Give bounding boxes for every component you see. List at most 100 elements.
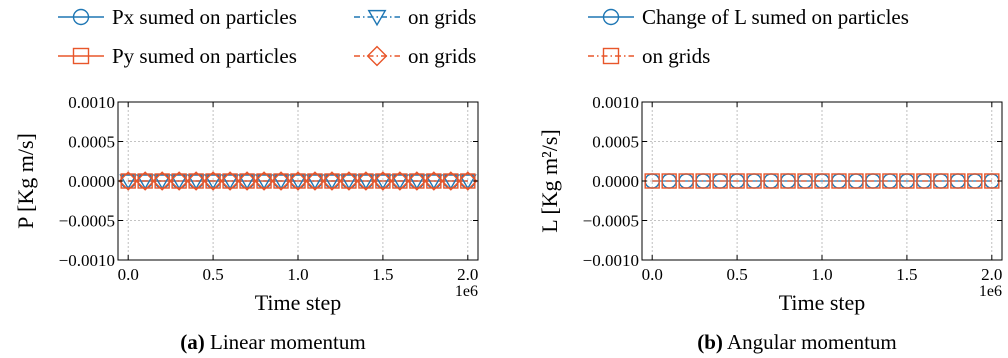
data-point bbox=[271, 171, 291, 191]
x-offset-label: 1e6 bbox=[455, 283, 478, 300]
data-point bbox=[187, 174, 206, 190]
x-tick-label: 1.0 bbox=[811, 265, 832, 284]
data-point bbox=[237, 171, 257, 191]
data-point bbox=[204, 174, 223, 190]
data-point bbox=[358, 173, 374, 189]
data-point bbox=[409, 173, 425, 189]
y-tick-label: 0.0000 bbox=[68, 172, 115, 191]
data-point bbox=[203, 171, 223, 191]
legend-label: Py sumed on particles bbox=[112, 44, 297, 68]
x-offset-label: 1e6 bbox=[979, 283, 1002, 300]
data-point bbox=[933, 173, 949, 189]
legend-label: on grids bbox=[408, 44, 476, 68]
legend-label: Change of L sumed on particles bbox=[642, 5, 909, 29]
data-point bbox=[797, 173, 813, 189]
data-point bbox=[255, 174, 273, 190]
y-tick-label: 0.0000 bbox=[592, 172, 639, 191]
y-tick-label: −0.0005 bbox=[583, 212, 639, 231]
data-point bbox=[729, 173, 745, 189]
x-tick-label: 0.0 bbox=[118, 265, 139, 284]
data-point bbox=[424, 171, 444, 191]
data-point bbox=[238, 174, 256, 190]
data-point bbox=[848, 173, 864, 189]
x-tick-label: 2.0 bbox=[981, 265, 1002, 284]
legend-label: Px sumed on particles bbox=[112, 5, 297, 29]
data-point bbox=[154, 173, 170, 189]
data-point bbox=[135, 171, 155, 191]
data-point bbox=[441, 174, 460, 190]
y-axis-label: L [Kg m²/s] bbox=[537, 129, 562, 233]
data-point bbox=[169, 171, 189, 191]
y-tick-label: −0.0010 bbox=[59, 251, 115, 270]
x-axis-label: Time step bbox=[779, 290, 866, 315]
caption: (a) Linear momentum bbox=[180, 330, 365, 354]
legend-marker bbox=[602, 8, 620, 26]
data-point bbox=[831, 173, 847, 189]
legend-label: on grids bbox=[408, 5, 476, 29]
y-tick-label: 0.0010 bbox=[68, 93, 115, 112]
data-point bbox=[186, 171, 206, 191]
data-point bbox=[967, 173, 983, 189]
data-point bbox=[340, 174, 358, 190]
data-point bbox=[305, 171, 325, 191]
data-point bbox=[375, 173, 391, 189]
x-tick-label: 0.0 bbox=[642, 265, 663, 284]
data-point bbox=[443, 173, 459, 189]
data-point bbox=[205, 173, 221, 189]
data-point bbox=[254, 171, 274, 191]
data-point bbox=[357, 174, 375, 190]
data-point bbox=[373, 171, 393, 191]
legend-marker bbox=[72, 47, 90, 65]
data-point bbox=[221, 174, 239, 190]
x-tick-label: 0.5 bbox=[202, 265, 223, 284]
caption-text: Angular momentum bbox=[723, 330, 897, 354]
data-point bbox=[424, 174, 443, 190]
x-tick-label: 0.5 bbox=[726, 265, 747, 284]
caption-tag: (b) bbox=[697, 330, 723, 354]
x-tick-label: 2.0 bbox=[457, 265, 478, 284]
data-point bbox=[356, 171, 376, 191]
data-point bbox=[307, 173, 323, 189]
data-point bbox=[239, 173, 255, 189]
data-point bbox=[339, 171, 359, 191]
legend-label: on grids bbox=[642, 44, 710, 68]
data-point bbox=[661, 173, 677, 189]
data-point bbox=[288, 171, 308, 191]
legend-marker bbox=[72, 8, 90, 26]
data-point bbox=[441, 171, 461, 191]
data-point bbox=[289, 174, 307, 190]
x-tick-label: 1.5 bbox=[896, 265, 917, 284]
caption: (b) Angular momentum bbox=[697, 330, 897, 354]
data-point bbox=[899, 173, 915, 189]
data-point bbox=[273, 173, 289, 189]
data-point bbox=[324, 173, 340, 189]
data-point bbox=[695, 173, 711, 189]
data-point bbox=[458, 174, 477, 190]
data-point bbox=[780, 173, 796, 189]
data-point bbox=[916, 173, 932, 189]
data-point bbox=[220, 171, 240, 191]
data-point bbox=[390, 174, 409, 190]
data-point bbox=[392, 173, 408, 189]
y-axis-label: P [Kg m/s] bbox=[13, 133, 38, 229]
y-tick-label: −0.0005 bbox=[59, 212, 115, 231]
data-point bbox=[290, 173, 306, 189]
data-point bbox=[426, 173, 442, 189]
data-point bbox=[341, 173, 357, 189]
data-point bbox=[188, 173, 204, 189]
data-point bbox=[306, 174, 324, 190]
data-point bbox=[865, 173, 881, 189]
data-point bbox=[119, 174, 138, 190]
legend-marker bbox=[602, 47, 620, 65]
x-tick-label: 1.5 bbox=[372, 265, 393, 284]
panel-angular-momentum: 0.0 0.5 1.0 1.5 2.0 0.0010 0.0005 0.0000 −0.0005… bbox=[537, 5, 1003, 354]
data-point bbox=[137, 173, 153, 189]
y-tick-label: 0.0005 bbox=[68, 133, 115, 152]
data-point bbox=[373, 174, 392, 190]
data-point bbox=[322, 171, 342, 191]
data-point bbox=[256, 173, 272, 189]
caption-tag: (a) bbox=[180, 330, 205, 354]
x-axis-label: Time step bbox=[255, 290, 342, 315]
data-point bbox=[763, 173, 779, 189]
legend-marker bbox=[367, 9, 387, 27]
